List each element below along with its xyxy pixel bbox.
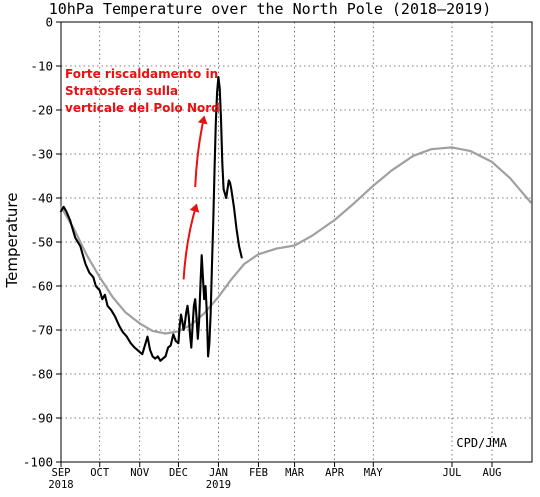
x-tick-label: MAR — [285, 467, 305, 479]
x-tick-label: NOV — [130, 467, 150, 479]
x-year-label: 2019 — [206, 479, 231, 491]
y-axis-label: Temperature — [3, 192, 21, 288]
y-tick-label: -20 — [30, 103, 53, 118]
annotation-text-line: verticale del Polo Nord — [65, 101, 220, 115]
x-tick-label: FEB — [249, 467, 268, 479]
y-tick-label: -60 — [30, 279, 53, 294]
y-tick-label: -30 — [30, 147, 53, 162]
temperature-line — [59, 75, 243, 362]
annotation-arrow — [194, 115, 208, 188]
credit-label: CPD/JMA — [456, 436, 507, 450]
climatology-line — [59, 146, 532, 335]
x-tick-label: APR — [325, 467, 345, 479]
x-year-label: 2018 — [48, 479, 73, 491]
y-tick-label: -50 — [30, 235, 53, 250]
y-tick-label: -40 — [30, 191, 53, 206]
x-tick-label: OCT — [90, 467, 110, 479]
series-lines — [59, 75, 532, 362]
x-tick-label: JAN — [209, 467, 228, 479]
y-tick-label: -100 — [23, 455, 53, 470]
x-tick-label: SEP — [52, 467, 71, 479]
annotation-text-line: Forte riscaldamento in — [65, 67, 218, 81]
annotation-arrow — [182, 203, 200, 280]
y-tick-label: -80 — [30, 367, 53, 382]
gridlines — [61, 22, 532, 462]
x-tick-label: MAY — [364, 467, 384, 479]
x-tick-label: AUG — [483, 467, 502, 479]
annotation-text-line: Stratosfera sulla — [65, 84, 178, 98]
y-tick-label: -90 — [30, 411, 53, 426]
y-tick-label: 0 — [45, 15, 53, 30]
y-tick-label: -70 — [30, 323, 53, 338]
x-tick-label: DEC — [169, 467, 188, 479]
annotation: Forte riscaldamento in Stratosfera sulla v… — [65, 67, 220, 280]
x-tick-label: JUL — [443, 467, 462, 479]
y-tick-label: -10 — [30, 59, 53, 74]
chart-title: 10hPa Temperature over the North Pole (2… — [49, 0, 492, 18]
